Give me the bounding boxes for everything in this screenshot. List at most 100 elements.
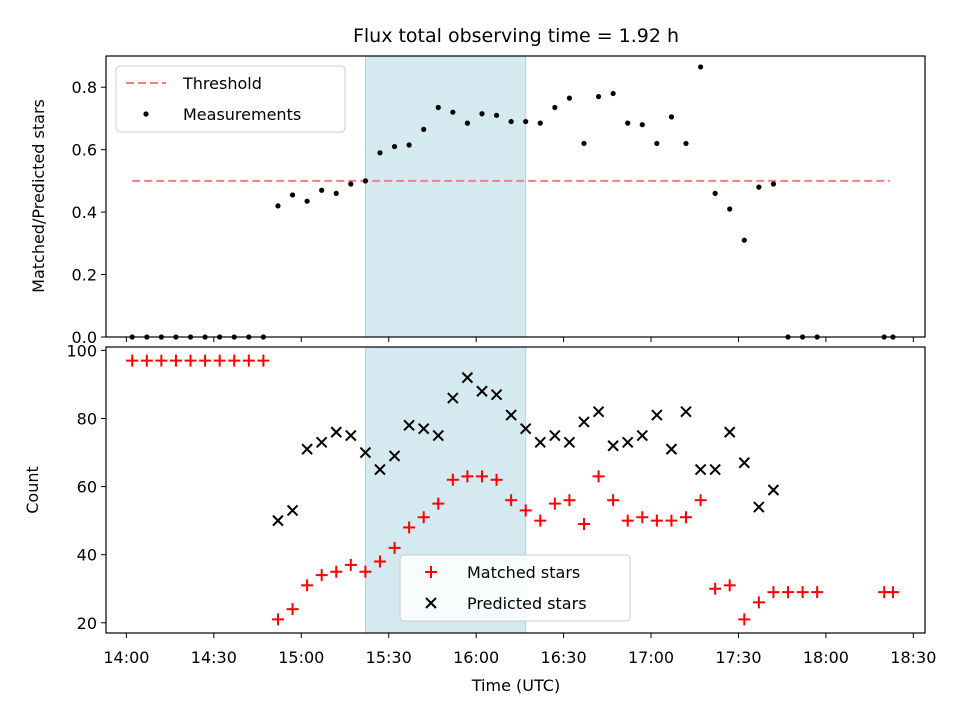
matched-star-point: [417, 511, 430, 524]
measurement-point: [493, 112, 500, 118]
matched-star-point: [344, 558, 357, 571]
predicted-star-point: [622, 436, 634, 449]
predicted-star-point: [476, 385, 488, 397]
matched-stars-legend-label: Matched stars: [467, 563, 580, 582]
measurement-point: [566, 95, 573, 101]
measurement-point: [683, 140, 689, 147]
measurement-point: [362, 178, 368, 184]
bottom-axes-frame: [105, 346, 926, 634]
predicted-star-point: [738, 457, 751, 469]
x-tick-label: 18:30: [890, 648, 936, 667]
bottom-legend-box: [399, 554, 631, 622]
predicted-star-point: [592, 405, 605, 418]
predicted-star-point: [345, 429, 357, 442]
predicted-star-point: [694, 463, 707, 476]
measurement-point: [435, 104, 441, 111]
predicted-star-point: [709, 463, 721, 476]
x-tick-label: 14:30: [191, 648, 237, 667]
predicted-star-point: [330, 426, 342, 438]
matched-star-point: [432, 497, 445, 510]
matched-stars-legend-swatch: [425, 566, 437, 578]
predicted-stars-legend-label: Predicted stars: [467, 594, 587, 613]
predicted-star-point: [301, 443, 313, 455]
measurement-point: [668, 114, 675, 120]
measurement-point: [770, 181, 777, 187]
x-tick-label: 18:00: [803, 648, 849, 667]
matched-star-point: [796, 586, 809, 599]
measurement-point: [523, 118, 529, 125]
measurement-point: [712, 190, 718, 196]
matched-star-point: [752, 596, 765, 609]
matched-star-point: [782, 586, 795, 599]
bottom-y-tick-label: 60: [77, 478, 97, 497]
matched-star-point: [461, 470, 474, 483]
measurement-point: [552, 104, 558, 111]
matched-star-point: [403, 521, 416, 534]
matched-star-point: [301, 579, 314, 592]
predicted-star-point: [315, 436, 328, 449]
predicted-star-point: [549, 429, 561, 442]
measurement-point: [289, 192, 296, 198]
predicted-star-point: [578, 416, 590, 428]
measurement-point: [348, 181, 354, 187]
measurement-point: [639, 122, 645, 128]
matched-star-point: [709, 582, 722, 595]
measurement-point: [377, 150, 383, 156]
predicted-star-point: [505, 409, 517, 421]
predicted-star-point: [286, 504, 299, 517]
matched-star-point: [446, 473, 459, 486]
matched-star-point: [548, 497, 561, 510]
x-tick-label: 15:30: [366, 648, 412, 667]
matched-star-point: [286, 603, 299, 616]
matched-star-point: [767, 586, 780, 599]
measurements-legend-swatch: [143, 111, 149, 117]
measurement-point: [275, 203, 281, 209]
matched-star-point: [373, 555, 386, 568]
predicted-star-point: [272, 514, 284, 527]
matched-star-point: [505, 494, 518, 507]
measurement-point: [697, 64, 704, 70]
matched-star-point: [169, 354, 182, 367]
measurement-point: [406, 142, 412, 148]
predicted-star-point: [374, 463, 386, 476]
matched-star-point: [680, 511, 693, 524]
matched-star-point: [126, 354, 139, 367]
matched-star-point: [213, 354, 226, 367]
top-y-tick-label: 0.2: [72, 266, 97, 285]
bottom-y-tick-label: 80: [77, 410, 97, 429]
predicted-star-point: [432, 429, 444, 442]
bottom-y-tick-label: 40: [77, 546, 97, 565]
matched-star-point: [607, 494, 620, 507]
top-y-tick-label: 0.0: [72, 328, 97, 347]
measurement-point: [654, 140, 660, 147]
matched-star-point: [694, 494, 707, 507]
matched-star-point: [650, 514, 663, 527]
matched-star-point: [886, 586, 899, 599]
matched-star-point: [811, 586, 824, 599]
measurement-point: [741, 237, 747, 243]
measurement-point: [333, 190, 339, 196]
top-panel: 0.00.20.40.60.8 Matched/Predicted stars …: [29, 55, 926, 347]
matched-star-point: [723, 579, 736, 592]
predicted-star-point: [753, 501, 765, 513]
matched-star-point: [534, 514, 547, 527]
measurement-point: [319, 187, 325, 193]
top-y-tick-label: 0.4: [72, 203, 97, 222]
top-y-tick-label: 0.6: [72, 141, 97, 160]
top-axes-frame: [105, 55, 926, 338]
observing-window-top: [364, 55, 527, 338]
matched-star-point: [388, 541, 401, 554]
matched-star-point: [563, 494, 576, 507]
matched-star-point: [242, 354, 255, 367]
predicted-star-point: [534, 436, 546, 449]
matched-star-point: [155, 354, 168, 367]
predicted-star-point: [519, 423, 532, 435]
matched-star-point: [577, 518, 590, 531]
bottom-y-axis-label: Count: [23, 466, 42, 514]
threshold-legend-label: Threshold: [182, 74, 262, 93]
measurement-point: [537, 120, 543, 126]
measurement-point: [727, 206, 733, 212]
matched-star-point: [359, 565, 372, 578]
top-legend-box: [115, 65, 346, 133]
